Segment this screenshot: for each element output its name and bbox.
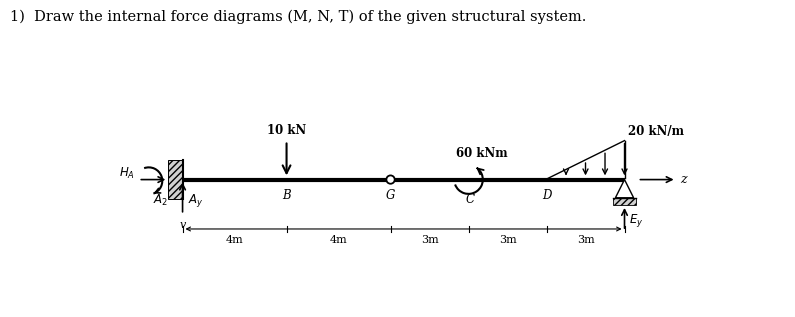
Text: B: B [282,190,291,203]
Polygon shape [613,198,636,205]
Text: G: G [386,190,395,203]
Text: 20 kN/m: 20 kN/m [628,125,684,138]
Text: E: E [622,192,630,205]
Text: 10 kN: 10 kN [267,124,306,137]
Circle shape [386,175,394,184]
Text: $E_y$: $E_y$ [629,212,644,229]
Text: 4m: 4m [330,235,347,245]
Text: $A_2$: $A_2$ [153,193,168,208]
Text: 3m: 3m [421,235,438,245]
Text: C: C [465,193,475,206]
Text: 3m: 3m [576,235,595,245]
Text: v: v [180,220,186,230]
Text: D: D [542,190,551,203]
Text: $A_y$: $A_y$ [188,192,204,209]
Polygon shape [169,160,183,199]
Text: z: z [681,173,687,186]
Polygon shape [615,180,634,198]
Text: 60 kNm: 60 kNm [456,147,507,160]
Text: 1)  Draw the internal force diagrams (M, N, T) of the given structural system.: 1) Draw the internal force diagrams (M, … [10,10,586,24]
Text: 3m: 3m [498,235,517,245]
Text: $H_A$: $H_A$ [118,165,134,181]
Text: 4m: 4m [226,235,243,245]
